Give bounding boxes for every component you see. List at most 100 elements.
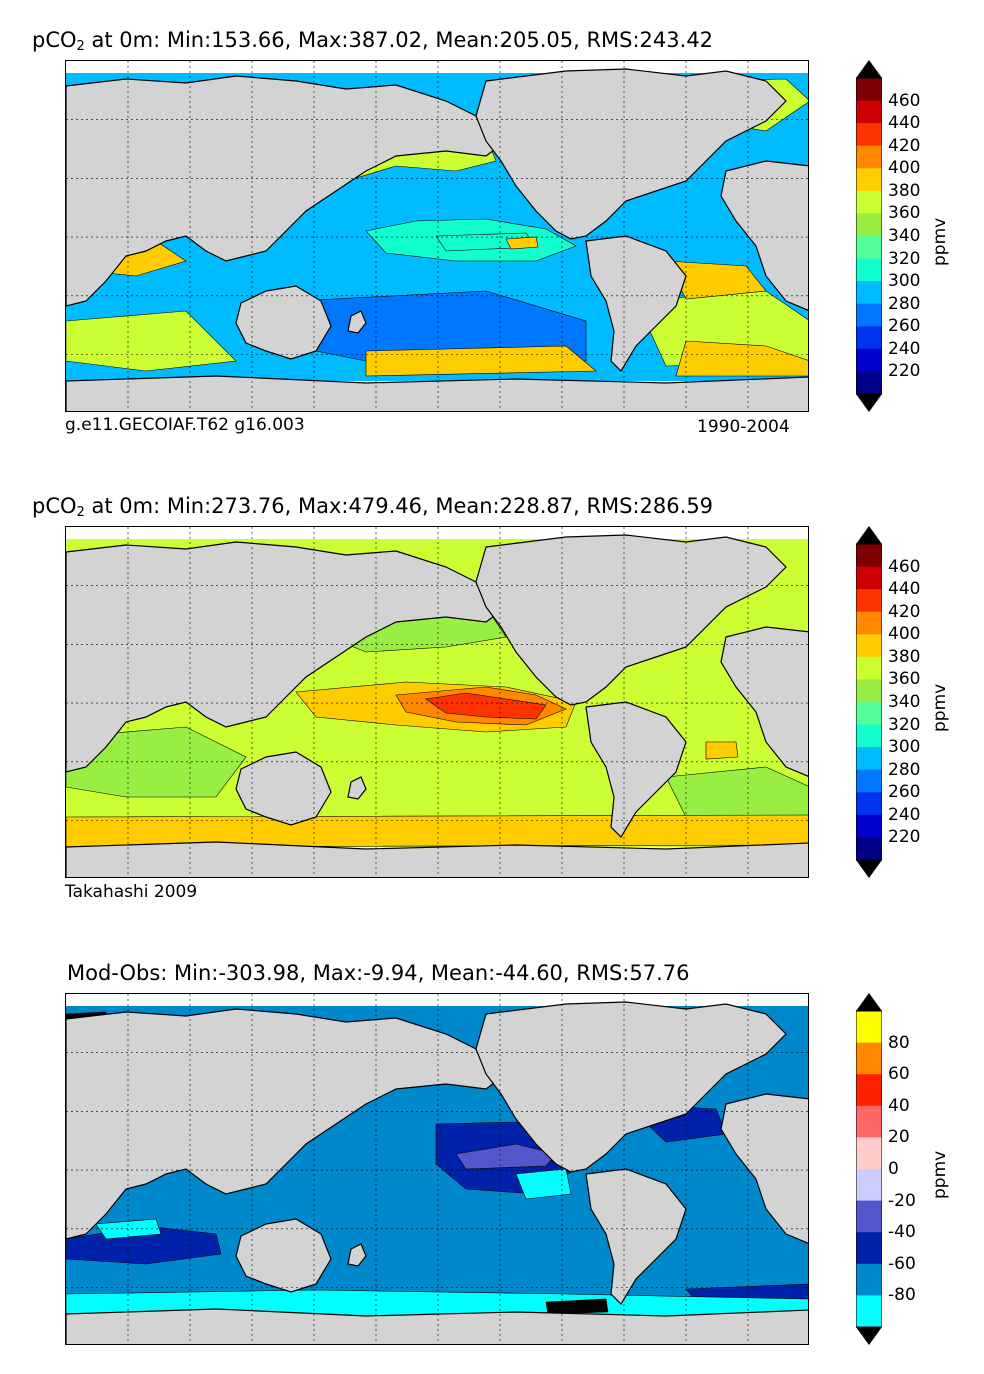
colorbar-segment-7 bbox=[856, 236, 882, 260]
colorbar-segment-8 bbox=[856, 724, 882, 748]
land-4 bbox=[585, 235, 687, 372]
colorbar-extend-min bbox=[856, 394, 882, 412]
colorbar-tick-label: 240 bbox=[888, 804, 921, 825]
panel3-title-text: Mod-Obs: Min:-303.98, Max:-9.94, Mean:-4… bbox=[67, 961, 690, 985]
land-3 bbox=[475, 534, 787, 706]
panel2-title-sub: 2 bbox=[76, 505, 85, 520]
colorbar-segment-2 bbox=[856, 1074, 882, 1107]
colorbar-segment-8 bbox=[856, 1263, 882, 1296]
panel2-caption-left: Takahashi 2009 bbox=[65, 882, 198, 902]
colorbar-tick-label: 380 bbox=[888, 646, 921, 667]
panel1-colorbar bbox=[856, 60, 882, 412]
colorbar-segment-0 bbox=[856, 544, 882, 568]
colorbar-segment-13 bbox=[856, 371, 882, 395]
colorbar-segment-2 bbox=[856, 589, 882, 613]
colorbar-tick-label: 360 bbox=[888, 669, 921, 690]
colorbar-tick-label: 0 bbox=[888, 1159, 899, 1179]
panel1-title: pCO2 at 0m: Min:153.66, Max:387.02, Mean… bbox=[32, 28, 713, 54]
colorbar-tick-label: 420 bbox=[888, 135, 921, 156]
land-0 bbox=[66, 1008, 507, 1240]
colorbar-tick-label: -20 bbox=[888, 1190, 916, 1211]
panel1-caption-left: g.e11.GECOIAF.T62 g16.003 bbox=[65, 415, 305, 435]
colorbar-tick-label: -60 bbox=[888, 1253, 916, 1274]
panel1-map-svg bbox=[66, 61, 808, 411]
colorbar-tick-label: 300 bbox=[888, 271, 921, 292]
land-1 bbox=[235, 751, 332, 826]
contour-region-11 bbox=[545, 1298, 609, 1315]
panel1-map bbox=[65, 60, 809, 412]
land-3 bbox=[475, 68, 787, 240]
colorbar-tick-label: 440 bbox=[888, 579, 921, 600]
panel1-title-prefix: pCO bbox=[32, 28, 77, 52]
panel3-colorbar-ticks: 80 60 40 20 0 -20 -40 -60 -80 bbox=[888, 993, 934, 1345]
colorbar-outline bbox=[856, 543, 882, 861]
colorbar-tick-label: 420 bbox=[888, 601, 921, 622]
colorbar-segment-8 bbox=[856, 258, 882, 282]
colorbar-segment-5 bbox=[856, 190, 882, 214]
land-1 bbox=[235, 285, 332, 360]
panel1-title-sub: 2 bbox=[76, 39, 85, 54]
colorbar-extend-max bbox=[856, 993, 882, 1011]
colorbar-tick-label: 280 bbox=[888, 293, 921, 314]
colorbar-extend-max bbox=[856, 526, 882, 544]
land-2 bbox=[347, 310, 367, 334]
panel1-caption-right: 1990-2004 bbox=[697, 417, 790, 437]
colorbar-tick-label: -40 bbox=[888, 1222, 916, 1243]
panel1-colorbar-unit: ppmv bbox=[930, 217, 950, 266]
colorbar-tick-label: 400 bbox=[888, 624, 921, 645]
colorbar-segment-12 bbox=[856, 814, 882, 838]
colorbar-segment-0 bbox=[856, 1011, 882, 1044]
colorbar-tick-label: 60 bbox=[888, 1064, 910, 1085]
colorbar-segment-4 bbox=[856, 634, 882, 658]
panel3-map-svg bbox=[66, 994, 808, 1344]
colorbar-extend-min bbox=[856, 1327, 882, 1345]
land-4 bbox=[585, 1168, 687, 1305]
colorbar-tick-label: 340 bbox=[888, 692, 921, 712]
colorbar-segment-4 bbox=[856, 168, 882, 192]
land-4 bbox=[585, 701, 687, 838]
panel3-colorbar bbox=[856, 993, 882, 1345]
contour-region-7 bbox=[95, 1218, 162, 1240]
panel2-colorbar-ticks: 460 440 420 400 380 360 340 320 300 280 260 240 220 bbox=[888, 526, 934, 878]
land-5 bbox=[720, 626, 808, 777]
colorbar-segment-5 bbox=[856, 656, 882, 680]
colorbar-segment-11 bbox=[856, 792, 882, 816]
contour-region-9 bbox=[365, 345, 597, 377]
colorbar-segment-1 bbox=[856, 1042, 882, 1075]
land-0 bbox=[66, 541, 507, 773]
colorbar-segment-7 bbox=[856, 1232, 882, 1265]
land-0 bbox=[66, 75, 507, 307]
colorbar-extend-min bbox=[856, 860, 882, 878]
colorbar-segment-10 bbox=[856, 769, 882, 793]
panel1-colorbar-svg bbox=[856, 60, 882, 412]
panel2-map bbox=[65, 526, 809, 878]
land-5 bbox=[720, 1093, 808, 1244]
land-2 bbox=[347, 1243, 367, 1267]
land-6 bbox=[66, 1308, 808, 1344]
panel2-colorbar-unit: ppmv bbox=[930, 683, 950, 732]
colorbar-tick-label: 260 bbox=[888, 316, 921, 337]
panel2-colorbar-svg bbox=[856, 526, 882, 878]
colorbar-tick-label: 360 bbox=[888, 203, 921, 224]
colorbar-segment-3 bbox=[856, 1105, 882, 1138]
colorbar-segment-1 bbox=[856, 100, 882, 124]
colorbar-segment-6 bbox=[856, 679, 882, 703]
colorbar-tick-label: 380 bbox=[888, 180, 921, 201]
colorbar-outline bbox=[856, 77, 882, 395]
panel3-map bbox=[65, 993, 809, 1345]
colorbar-segment-6 bbox=[856, 1200, 882, 1233]
colorbar-tick-label: 400 bbox=[888, 158, 921, 179]
colorbar-tick-label: 240 bbox=[888, 338, 921, 359]
panel1-colorbar-ticks: 460 440 420 400 380 360 340 320 300 280 260 240 220 bbox=[888, 60, 934, 412]
colorbar-segment-3 bbox=[856, 145, 882, 169]
contour-region-8 bbox=[705, 741, 739, 760]
contour-region-2 bbox=[665, 766, 808, 818]
colorbar-tick-label: 260 bbox=[888, 782, 921, 803]
colorbar-tick-label: 340 bbox=[888, 226, 921, 246]
colorbar-tick-label: 20 bbox=[888, 1127, 910, 1148]
colorbar-segment-10 bbox=[856, 303, 882, 327]
colorbar-tick-label: -80 bbox=[888, 1285, 916, 1306]
colorbar-tick-label: 320 bbox=[888, 248, 921, 269]
colorbar-segment-12 bbox=[856, 348, 882, 372]
colorbar-segment-0 bbox=[856, 78, 882, 102]
